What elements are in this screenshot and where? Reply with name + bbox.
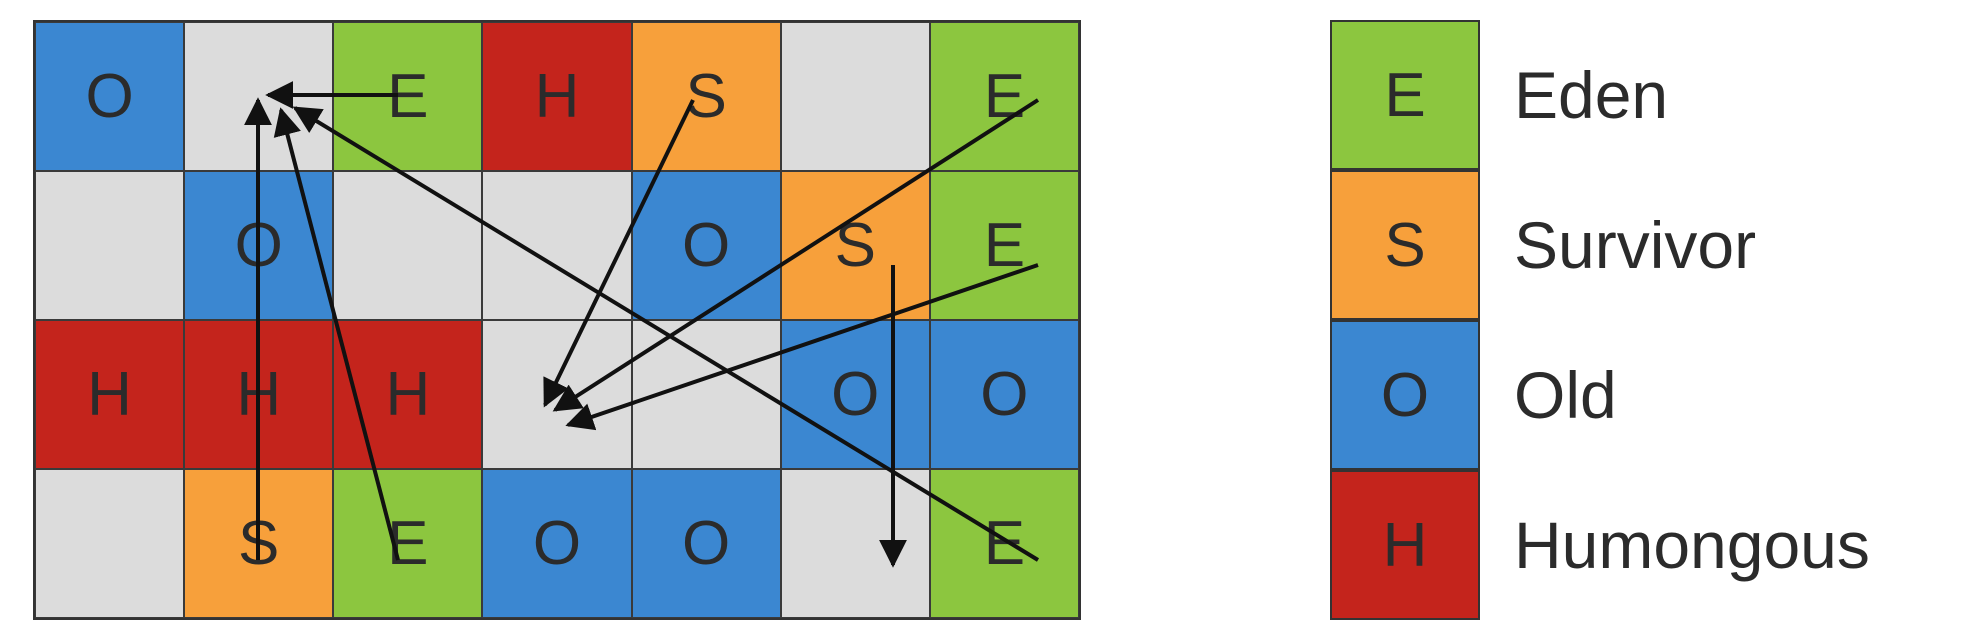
region-cell-h: H xyxy=(184,320,334,469)
region-cell-empty xyxy=(333,171,483,320)
legend: E Eden S Survivor O Old H Humongous xyxy=(1330,20,1890,620)
region-cell-empty xyxy=(482,320,632,469)
region-cell-o: O xyxy=(780,320,930,469)
region-cell-o: O xyxy=(929,320,1079,469)
legend-swatch: O xyxy=(1330,320,1480,470)
region-cell-o: O xyxy=(35,22,185,171)
region-cell-o: O xyxy=(631,171,781,320)
region-cell-empty xyxy=(780,22,930,171)
legend-item-old: O Old xyxy=(1330,320,1890,470)
legend-swatch: H xyxy=(1330,470,1480,620)
legend-item-eden: E Eden xyxy=(1330,20,1890,170)
legend-label: Old xyxy=(1514,358,1617,432)
legend-item-survivor: S Survivor xyxy=(1330,170,1890,320)
region-cell-s: S xyxy=(780,171,930,320)
legend-label: Humongous xyxy=(1514,508,1870,582)
legend-label: Eden xyxy=(1514,58,1669,132)
region-cell-o: O xyxy=(184,171,334,320)
region-cell-o: O xyxy=(631,469,781,618)
region-cell-empty xyxy=(780,469,930,618)
region-cell-e: E xyxy=(929,22,1079,171)
region-cell-s: S xyxy=(184,469,334,618)
region-cell-e: E xyxy=(333,22,483,171)
region-cell-empty xyxy=(631,320,781,469)
region-cell-empty xyxy=(35,469,185,618)
region-cell-e: E xyxy=(333,469,483,618)
region-cell-empty xyxy=(482,171,632,320)
region-cell-h: H xyxy=(35,320,185,469)
region-cell-e: E xyxy=(929,171,1079,320)
legend-swatch: S xyxy=(1330,170,1480,320)
region-cell-h: H xyxy=(333,320,483,469)
region-cell-empty xyxy=(35,171,185,320)
region-cell-o: O xyxy=(482,469,632,618)
legend-item-humongous: H Humongous xyxy=(1330,470,1890,620)
region-cell-e: E xyxy=(929,469,1079,618)
legend-label: Survivor xyxy=(1514,208,1757,282)
region-cell-h: H xyxy=(482,22,632,171)
legend-swatch: E xyxy=(1330,20,1480,170)
region-cell-empty xyxy=(184,22,334,171)
region-cell-s: S xyxy=(631,22,781,171)
